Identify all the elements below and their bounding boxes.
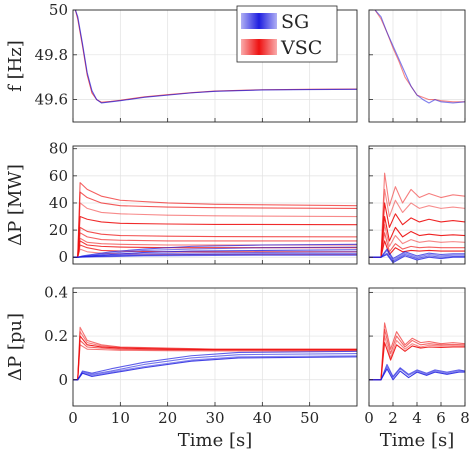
y-tick-label: 60 [49, 167, 68, 185]
series-group [73, 10, 357, 104]
series-line-vsc [369, 328, 465, 381]
x-tick-label: 8 [460, 409, 469, 427]
series-line-vsc [369, 342, 465, 381]
legend-label: SG [281, 11, 309, 33]
series-line-sg [369, 366, 465, 381]
series-line-sg [73, 254, 357, 258]
x-axis-label: Time [s] [380, 430, 455, 451]
x-tick-label: 0 [364, 409, 374, 427]
series-line-sg [369, 363, 465, 381]
x-tick-label: 20 [158, 409, 177, 427]
x-tick-label: 40 [253, 409, 272, 427]
panel-power_pu_zoom: 0 2 4 6 8 Time [s] [364, 287, 469, 451]
series-line-sg [73, 356, 357, 381]
y-axis-label: ΔP [pu] [5, 313, 26, 381]
y-tick-label: 49.8 [35, 46, 68, 64]
series-line-sg [73, 10, 357, 104]
legend-label: VSC [280, 37, 322, 59]
y-tick-label: 80 [49, 140, 68, 158]
series-line-sg [369, 10, 465, 104]
y-tick-label: 0 [58, 371, 68, 389]
series-group [369, 172, 465, 264]
series-group [73, 326, 357, 381]
y-tick-label: 0.2 [44, 327, 68, 345]
panel-power_mw_long: 0 20 40 60 80 ΔP [MW] [5, 140, 358, 266]
legend-swatch [241, 39, 277, 55]
panel-power_mw_zoom [368, 145, 466, 265]
panel-freq_zoom [368, 9, 466, 123]
series-line-vsc [369, 215, 465, 258]
series-line-vsc [369, 224, 465, 258]
series-group [73, 182, 357, 258]
series-line-vsc [369, 188, 465, 258]
y-tick-label: 0 [58, 248, 68, 266]
series-line-sg [369, 368, 465, 381]
x-tick-label: 4 [412, 409, 422, 427]
series-line-vsc [73, 344, 357, 381]
series-line-vsc [73, 244, 357, 258]
x-axis-label: Time [s] [178, 430, 253, 451]
x-tick-label: 2 [388, 409, 398, 427]
series-line-sg [369, 252, 465, 262]
series-group [369, 322, 465, 381]
series-line-vsc [369, 202, 465, 258]
y-tick-label: 20 [49, 221, 68, 239]
series-line-sg [369, 253, 465, 264]
x-tick-label: 30 [205, 409, 224, 427]
y-axis-label: ΔP [MW] [5, 164, 26, 246]
legend: SG VSC [236, 5, 338, 63]
series-line-sg [369, 248, 465, 260]
x-tick-label: 50 [300, 409, 319, 427]
series-line-vsc [369, 232, 465, 258]
y-axis-label: f [Hz] [5, 40, 26, 92]
series-group [369, 10, 465, 104]
x-tick-label: 0 [68, 409, 78, 427]
y-tick-label: 50 [49, 1, 68, 19]
panel-power_pu_long: 0 10 20 30 40 50 0 0.2 0.4 ΔP [pu] Time [s] [5, 283, 358, 451]
x-tick-label: 6 [436, 409, 446, 427]
y-tick-label: 49.6 [35, 91, 68, 109]
y-tick-label: 40 [49, 194, 68, 212]
series-line-vsc [369, 240, 465, 258]
y-tick-label: 0.4 [44, 283, 68, 301]
series-line-vsc [369, 172, 465, 258]
x-tick-label: 10 [111, 409, 130, 427]
legend-swatch [241, 13, 277, 29]
